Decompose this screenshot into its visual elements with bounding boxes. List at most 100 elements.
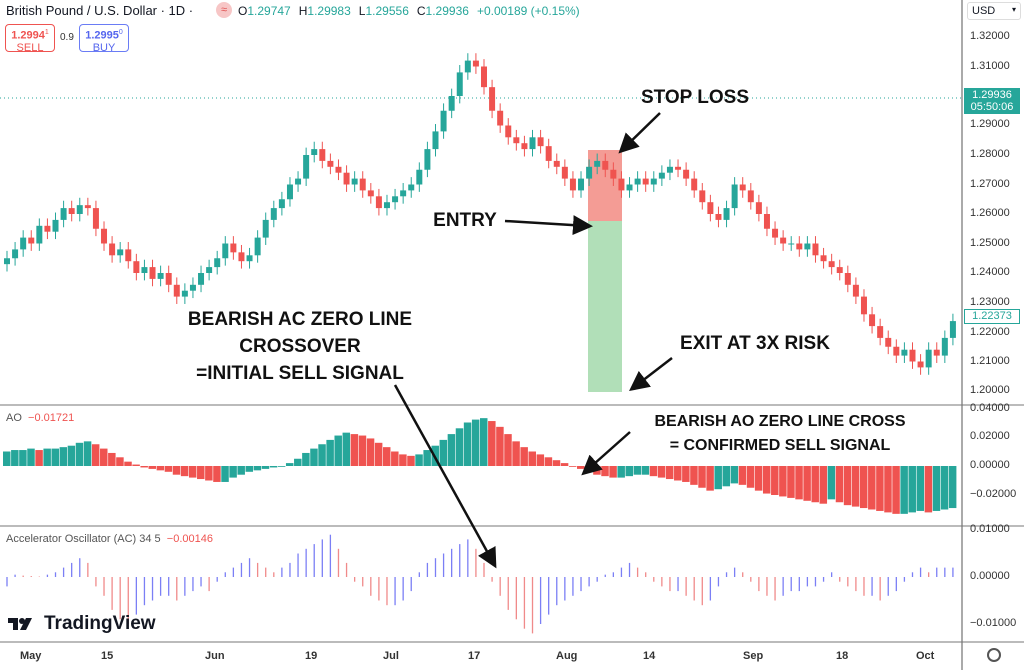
ac-signal-annotation: BEARISH AC ZERO LINE CROSSOVER =INITIAL SE… xyxy=(187,309,413,384)
ao-bar xyxy=(892,466,900,514)
ao-bar xyxy=(423,450,431,466)
ao-bar xyxy=(706,466,714,491)
ao-bar xyxy=(932,466,941,511)
candle-body xyxy=(933,349,940,356)
ao-bar xyxy=(245,466,254,472)
ao-bar xyxy=(868,466,876,510)
candle-body xyxy=(109,243,116,256)
ao-bar xyxy=(601,466,609,477)
candle-body xyxy=(254,237,261,256)
candle-body xyxy=(117,249,124,256)
candle-body xyxy=(359,178,366,191)
ao-bar xyxy=(568,466,577,467)
candle-body xyxy=(683,169,690,179)
ao-bar xyxy=(795,466,803,500)
ao-bar xyxy=(827,466,836,500)
ao-bar xyxy=(19,450,27,466)
candle-body xyxy=(723,208,730,220)
candle-body xyxy=(335,166,342,173)
symbol-title[interactable]: British Pound / U.S. Dollar · 1D · xyxy=(6,3,194,18)
ao-bar xyxy=(350,434,359,466)
candle-body xyxy=(707,202,714,214)
ao-bar xyxy=(552,460,561,466)
candle-body xyxy=(812,243,819,256)
candle-body xyxy=(392,196,399,203)
ao-bar xyxy=(261,466,270,469)
candle-body xyxy=(101,228,108,244)
candle-body xyxy=(675,166,682,170)
ao-bar xyxy=(884,466,892,513)
candle-body xyxy=(699,190,706,203)
ao-bar xyxy=(682,466,690,482)
price-tick: 1.29000 xyxy=(970,118,1010,130)
ao-bar xyxy=(100,448,108,466)
time-tick: May xyxy=(20,650,42,662)
ao-bar xyxy=(399,454,407,466)
candle-body xyxy=(408,184,415,191)
candle-body xyxy=(610,169,617,179)
time-tick: 19 xyxy=(305,650,318,662)
candle-body xyxy=(481,66,487,88)
ao-bar xyxy=(253,466,262,471)
candle-body xyxy=(755,202,762,214)
ao-bar xyxy=(916,466,925,511)
market-status-icon[interactable]: ≈ xyxy=(216,2,232,18)
time-tick: Jun xyxy=(205,650,225,662)
ao-bar xyxy=(285,463,294,466)
sell-button[interactable]: 1.29941 SELL xyxy=(5,24,55,54)
candle-body xyxy=(602,160,609,170)
candle-body xyxy=(489,87,496,111)
ao-bar xyxy=(779,466,787,497)
candle-body xyxy=(189,284,196,291)
ao-bar xyxy=(374,442,383,466)
candle-body xyxy=(634,178,641,185)
candle-body xyxy=(52,219,59,232)
time-tick: Aug xyxy=(556,650,578,662)
ao-bar xyxy=(318,444,326,466)
candle-body xyxy=(343,172,350,185)
exit-annotation: EXIT AT 3X RISK xyxy=(680,333,830,354)
ao-bar xyxy=(948,466,957,509)
time-tick: 17 xyxy=(468,650,481,662)
tradingview-logo[interactable]: TradingView xyxy=(8,613,156,635)
ao-bar xyxy=(625,466,634,477)
ao-bar xyxy=(690,466,698,485)
ao-histogram xyxy=(3,418,957,514)
ac-pane-title: Accelerator Oscillator (AC) 34 5 −0.0014… xyxy=(6,533,213,545)
ao-bar xyxy=(213,466,221,482)
ao-bar xyxy=(851,466,860,507)
ao-bar xyxy=(391,451,399,466)
ao-bar xyxy=(277,466,286,467)
ac-cross-arrow xyxy=(393,384,497,569)
ao-bar xyxy=(714,466,722,490)
candle-body xyxy=(246,255,253,262)
candle-body xyxy=(820,255,827,262)
candle-body xyxy=(36,225,43,244)
ao-bar xyxy=(698,466,706,488)
ao-bar xyxy=(140,466,148,468)
candle-body xyxy=(618,178,625,191)
candle-body xyxy=(780,237,787,244)
ao-bar xyxy=(738,466,747,485)
currency-select[interactable]: USD ▾ xyxy=(967,2,1021,20)
ao-tick: 0.02000 xyxy=(970,430,1010,442)
ao-bar xyxy=(180,466,189,477)
ao-bar xyxy=(302,452,310,466)
candle-body xyxy=(60,208,67,220)
candle-body xyxy=(416,169,423,185)
candle-body xyxy=(594,160,601,167)
ao-bar xyxy=(75,442,84,466)
ao-signal-annotation: BEARISH AO ZERO LINE CROSS = CONFIRMED SE… xyxy=(654,413,906,454)
candle-body xyxy=(828,261,835,268)
candle-body xyxy=(901,349,908,356)
candle-body xyxy=(788,243,795,245)
candle-body xyxy=(149,267,156,279)
buy-button[interactable]: 1.29950 BUY xyxy=(79,24,129,54)
settings-eye-icon[interactable] xyxy=(987,648,1001,662)
stop-loss-arrow xyxy=(618,112,661,154)
ac-tick: −0.01000 xyxy=(970,617,1017,629)
candle-body xyxy=(529,137,536,150)
ao-bar xyxy=(657,466,666,478)
price-tick: 1.32000 xyxy=(970,30,1010,42)
